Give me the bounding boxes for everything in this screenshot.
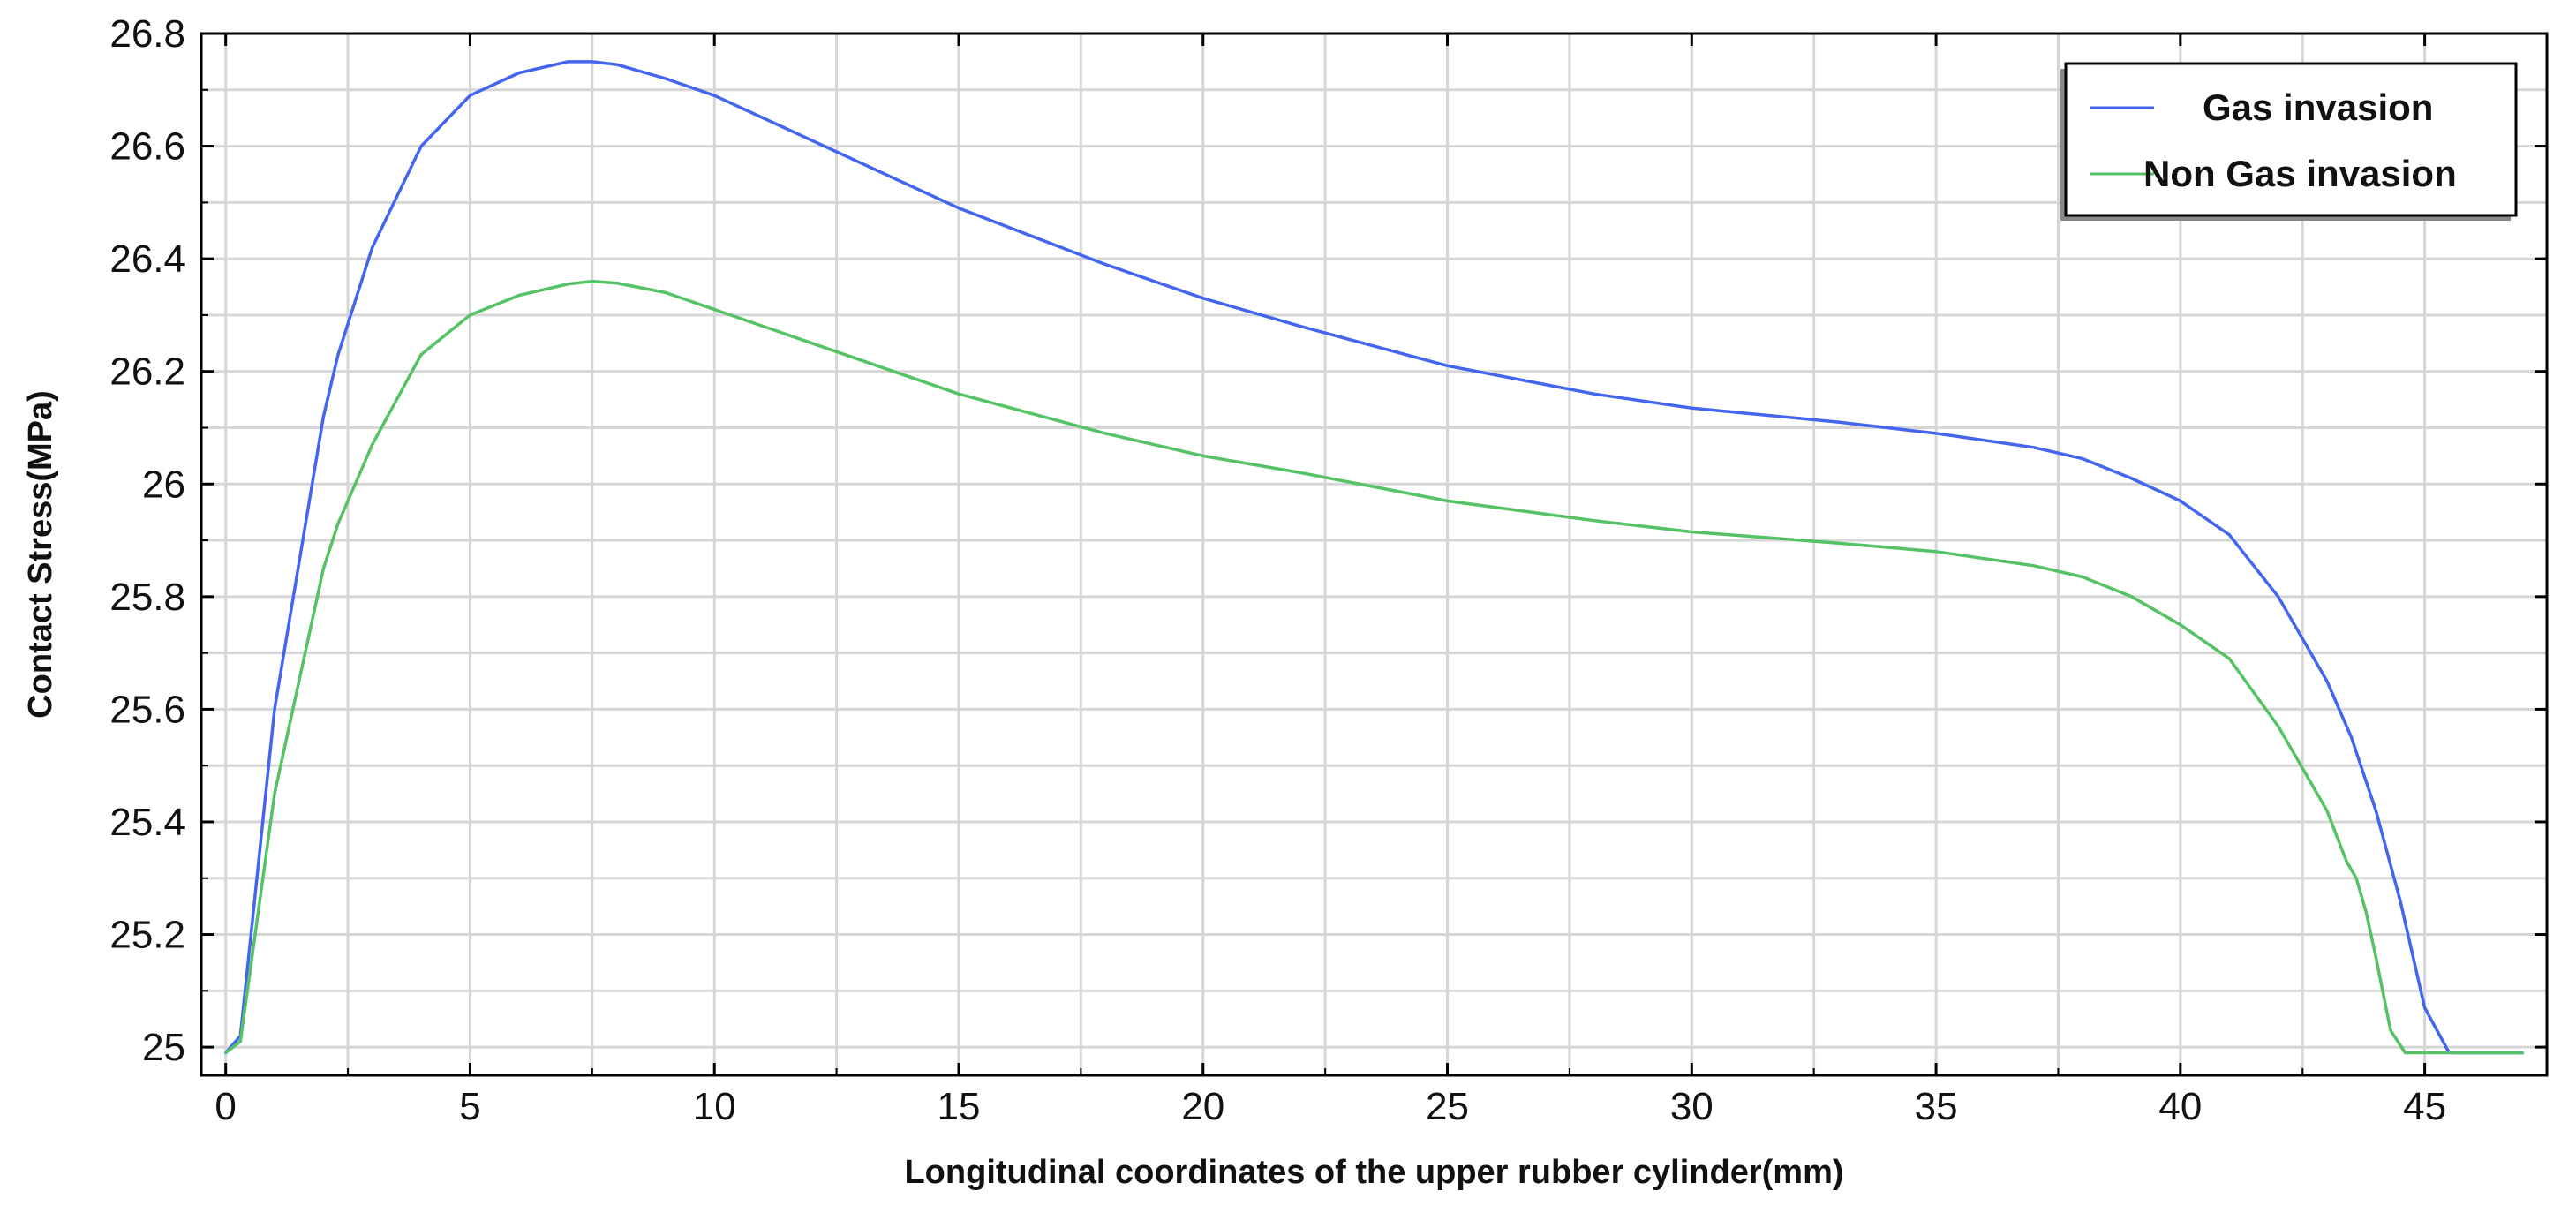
y-tick-label: 26.4 <box>109 237 185 281</box>
y-tick-label: 25.6 <box>109 688 185 731</box>
legend-label-non-gas-invasion: Non Gas invasion <box>2143 153 2457 194</box>
legend-label-gas-invasion: Gas invasion <box>2203 87 2433 128</box>
x-tick-label: 45 <box>2403 1085 2446 1128</box>
y-tick-label: 26.8 <box>109 12 185 56</box>
y-axis-title: Contact Stress(MPa) <box>22 390 59 719</box>
x-tick-label: 20 <box>1181 1085 1224 1128</box>
x-tick-label: 40 <box>2158 1085 2202 1128</box>
y-tick-label: 25.2 <box>109 914 185 957</box>
y-tick-label: 26.2 <box>109 350 185 394</box>
series-line-gas-invasion <box>223 60 2525 1055</box>
legend: Gas invasion Non Gas invasion <box>2060 62 2518 221</box>
x-axis-title: Longitudinal coordinates of the upper ru… <box>904 1154 1843 1191</box>
axis-ticks: 0 5 10 15 20 25 30 35 40 45 25 25.2 25.4 25.6 25.8 26 26… <box>109 12 2548 1128</box>
plot-frame <box>200 32 2549 1077</box>
y-tick-label: 26 <box>142 463 185 506</box>
x-tick-label: 5 <box>459 1085 480 1128</box>
x-tick-label: 35 <box>1915 1085 1958 1128</box>
x-tick-label: 0 <box>215 1085 236 1128</box>
y-tick-label: 26.6 <box>109 125 185 169</box>
y-tick-label: 25.4 <box>109 801 185 844</box>
x-tick-label: 15 <box>938 1085 981 1128</box>
series-group <box>223 60 2525 1055</box>
y-tick-label: 25 <box>142 1026 185 1069</box>
x-tick-label: 25 <box>1426 1085 1469 1128</box>
y-tick-label: 25.8 <box>109 576 185 619</box>
x-tick-label: 10 <box>693 1085 736 1128</box>
legend-box <box>2064 62 2518 217</box>
series-line-non-gas-invasion <box>223 279 2525 1055</box>
x-tick-label: 30 <box>1670 1085 1714 1128</box>
